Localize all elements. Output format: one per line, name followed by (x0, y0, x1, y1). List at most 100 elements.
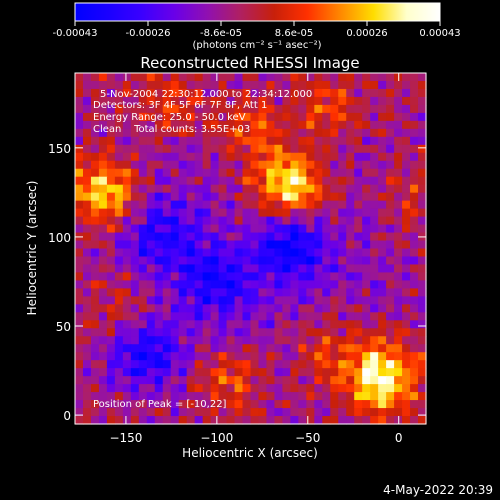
heatmap-cell (106, 368, 116, 377)
heatmap-cell (82, 112, 92, 122)
heatmap-cell (338, 280, 347, 289)
heatmap-cell (274, 136, 284, 146)
heatmap-cell (386, 160, 395, 170)
heatmap-cell (218, 304, 228, 313)
heatmap-cell (322, 104, 331, 114)
heatmap-cell (162, 352, 172, 361)
x-tick-label: −100 (200, 431, 233, 445)
heatmap-cell (250, 296, 260, 305)
heatmap-cell (194, 152, 204, 162)
heatmap-cell (178, 376, 188, 385)
heatmap-cell (170, 376, 180, 385)
heatmap-cell (130, 352, 140, 361)
heatmap-cell (394, 408, 403, 417)
heatmap-cell (75, 344, 84, 353)
heatmap-cell (274, 128, 284, 138)
heatmap-cell (75, 96, 84, 106)
heatmap-cell (258, 224, 268, 234)
heatmap-cell (402, 136, 411, 146)
heatmap-cell (194, 344, 204, 353)
heatmap-cell (114, 128, 124, 138)
heatmap-cell (218, 384, 228, 393)
heatmap-cell (402, 344, 411, 353)
heatmap-cell (290, 73, 299, 82)
heatmap-cell (354, 232, 363, 242)
heatmap-cell (138, 264, 148, 274)
heatmap-cell (362, 376, 371, 385)
heatmap-cell (162, 120, 172, 130)
heatmap-cell (186, 96, 196, 106)
heatmap-cell (346, 296, 355, 305)
heatmap-cell (354, 240, 363, 250)
heatmap-cell (234, 120, 244, 130)
heatmap-cell (402, 368, 411, 377)
heatmap-cell (186, 208, 196, 218)
heatmap-cell (306, 320, 315, 329)
colorbar-tick-label: 0.00026 (346, 28, 387, 39)
heatmap-cell (298, 224, 307, 234)
heatmap-cell (274, 296, 284, 305)
heatmap-cell (106, 136, 116, 146)
heatmap-cell (306, 296, 315, 305)
heatmap-cell (218, 336, 228, 345)
annotation-peak-position: Position of Peak = [-10,22] (93, 399, 227, 410)
heatmap-cell (354, 224, 363, 234)
heatmap-cell (154, 192, 164, 202)
heatmap-cell (122, 184, 132, 194)
heatmap-cell (242, 312, 252, 321)
heatmap-cell (178, 240, 188, 250)
heatmap-cell (154, 400, 164, 409)
heatmap-cell (290, 144, 299, 154)
heatmap-cell (154, 272, 164, 282)
heatmap-cell (394, 248, 403, 258)
heatmap-cell (162, 168, 172, 178)
heatmap-cell (154, 73, 164, 82)
heatmap-cell (162, 96, 172, 106)
heatmap-cell (394, 112, 403, 122)
heatmap-cell (394, 232, 403, 242)
heatmap-cell (178, 416, 188, 425)
heatmap-cell (394, 280, 403, 289)
heatmap-cell (298, 160, 307, 170)
heatmap-cell (314, 144, 323, 154)
heatmap-cell (386, 208, 395, 218)
heatmap-cell (330, 416, 339, 425)
heatmap-cell (242, 144, 252, 154)
heatmap-cell (386, 400, 395, 409)
heatmap-cell (114, 336, 124, 345)
heatmap-cell (354, 360, 363, 369)
heatmap-cell (314, 288, 323, 297)
heatmap-cell (370, 376, 379, 385)
heatmap-cell (226, 264, 236, 274)
heatmap-cell (242, 272, 252, 282)
heatmap-cell (130, 320, 140, 329)
heatmap-cell (170, 312, 180, 321)
heatmap-cell (202, 216, 212, 226)
heatmap-cell (306, 352, 315, 361)
heatmap-cell (258, 73, 268, 82)
heatmap-cell (130, 128, 140, 138)
heatmap-cell (378, 80, 387, 90)
heatmap-cell (354, 104, 363, 114)
heatmap-cell (106, 120, 116, 130)
heatmap-cell (346, 160, 355, 170)
heatmap-cell (162, 408, 172, 417)
heatmap-cell (290, 256, 299, 266)
heatmap-cell (162, 240, 172, 250)
heatmap-cell (202, 344, 212, 353)
heatmap-cell (402, 256, 411, 266)
heatmap-cell (378, 128, 387, 138)
heatmap-cell (274, 264, 284, 274)
heatmap-cell (138, 320, 148, 329)
heatmap-cell (250, 112, 260, 122)
heatmap-cell (178, 224, 188, 234)
heatmap-cell (258, 96, 268, 106)
heatmap-cell (154, 120, 164, 130)
heatmap-cell (418, 248, 427, 258)
heatmap-cell (258, 328, 268, 337)
heatmap-cell (378, 168, 387, 178)
heatmap-cell (75, 144, 84, 154)
heatmap-cell (314, 120, 323, 130)
heatmap-cell (250, 256, 260, 266)
heatmap-cell (306, 376, 315, 385)
